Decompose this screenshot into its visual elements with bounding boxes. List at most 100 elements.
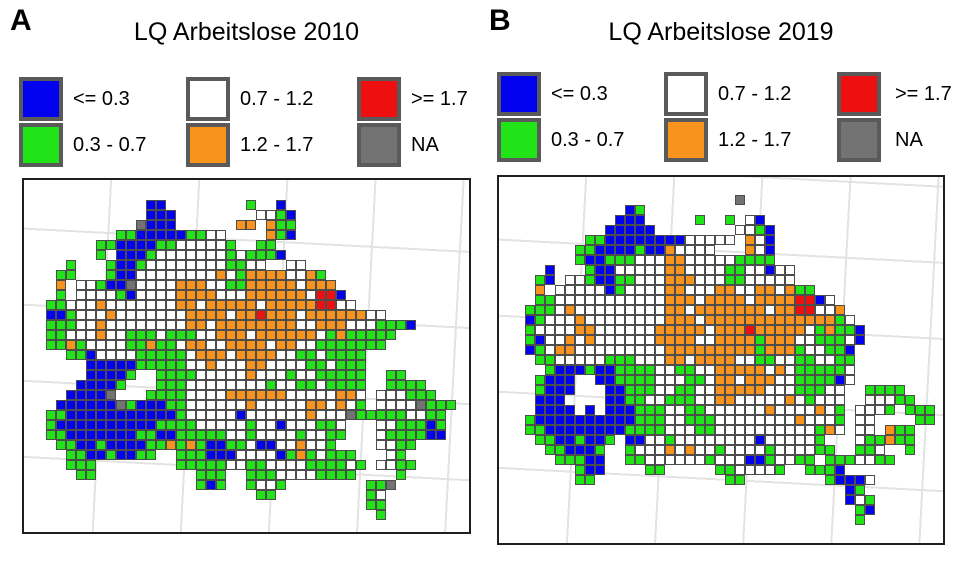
map-cell xyxy=(825,355,835,365)
map-cell xyxy=(735,465,745,475)
map-cell xyxy=(346,380,356,390)
map-cell xyxy=(126,290,136,300)
map-cell xyxy=(815,335,825,345)
map-cell xyxy=(855,495,865,505)
map-cell xyxy=(595,305,605,315)
map-cell xyxy=(316,340,326,350)
map-cell xyxy=(675,275,685,285)
map-cell xyxy=(316,420,326,430)
map-cell xyxy=(266,290,276,300)
map-cell xyxy=(805,315,815,325)
map-cell xyxy=(186,340,196,350)
map-cell xyxy=(715,455,725,465)
map-cell xyxy=(785,385,795,395)
map-cell xyxy=(805,305,815,315)
map-cell xyxy=(745,395,755,405)
map-cell xyxy=(226,240,236,250)
map-cell xyxy=(785,445,795,455)
map-cell xyxy=(855,445,865,455)
map-cell xyxy=(106,410,116,420)
map-cell xyxy=(785,315,795,325)
map-cell xyxy=(366,410,376,420)
map-cell xyxy=(326,340,336,350)
map-cell xyxy=(665,305,675,315)
map-cell xyxy=(266,280,276,290)
map-cell xyxy=(815,305,825,315)
map-cell xyxy=(146,250,156,260)
map-cell xyxy=(246,200,256,210)
map-cell xyxy=(226,420,236,430)
legend-label: 1.2 - 1.7 xyxy=(240,134,314,156)
map-cell xyxy=(565,335,575,345)
map-cell xyxy=(775,265,785,275)
map-cell xyxy=(675,415,685,425)
map-cell xyxy=(835,315,845,325)
map-cell xyxy=(216,390,226,400)
map-cell xyxy=(745,335,755,345)
map-cell xyxy=(655,375,665,385)
map-cell xyxy=(835,335,845,345)
map-cell xyxy=(625,335,635,345)
map-cell xyxy=(226,460,236,470)
map-cell xyxy=(306,330,316,340)
map-cell xyxy=(555,335,565,345)
map-cell xyxy=(266,370,276,380)
map-cell xyxy=(266,230,276,240)
map-cell xyxy=(855,335,865,345)
map-cell xyxy=(166,290,176,300)
map-cell xyxy=(266,240,276,250)
map-cell xyxy=(306,400,316,410)
map-cell xyxy=(595,455,605,465)
map-cell xyxy=(136,230,146,240)
map-cell xyxy=(276,280,286,290)
map-cell xyxy=(276,430,286,440)
map-cell xyxy=(605,395,615,405)
map-cell xyxy=(286,460,296,470)
map-cell xyxy=(156,270,166,280)
map-cell xyxy=(216,400,226,410)
map-cell xyxy=(735,325,745,335)
map-cell xyxy=(755,415,765,425)
map-cell xyxy=(216,420,226,430)
map-cell xyxy=(625,395,635,405)
map-cell xyxy=(535,385,545,395)
map-cell xyxy=(545,435,555,445)
map-cell xyxy=(685,265,695,275)
map-cell xyxy=(565,385,575,395)
map-cell xyxy=(705,455,715,465)
map-cell xyxy=(266,350,276,360)
map-cell xyxy=(76,470,86,480)
map-cell xyxy=(256,470,266,480)
map-cell xyxy=(725,345,735,355)
map-cell xyxy=(186,450,196,460)
map-cell xyxy=(116,420,126,430)
map-cell xyxy=(236,400,246,410)
map-cell xyxy=(266,480,276,490)
map-cell xyxy=(276,370,286,380)
map-cell xyxy=(166,340,176,350)
map-cell xyxy=(795,305,805,315)
map-cell xyxy=(86,440,96,450)
map-cell xyxy=(176,360,186,370)
map-cell xyxy=(755,235,765,245)
map-cell xyxy=(565,415,575,425)
map-cell xyxy=(226,410,236,420)
map-cell xyxy=(545,445,555,455)
map-cell xyxy=(755,265,765,275)
map-cell xyxy=(86,350,96,360)
map-cell xyxy=(226,350,236,360)
map-cell xyxy=(785,325,795,335)
map-cell xyxy=(535,405,545,415)
map-cell xyxy=(805,465,815,475)
map-cell xyxy=(835,385,845,395)
map-cell xyxy=(775,425,785,435)
map-cell xyxy=(126,340,136,350)
map-cell xyxy=(76,410,86,420)
map-cell xyxy=(56,440,66,450)
map-cell xyxy=(206,290,216,300)
map-cell xyxy=(206,460,216,470)
map-cell xyxy=(735,305,745,315)
map-cell xyxy=(765,335,775,345)
map-cell xyxy=(755,435,765,445)
map-cell xyxy=(765,315,775,325)
